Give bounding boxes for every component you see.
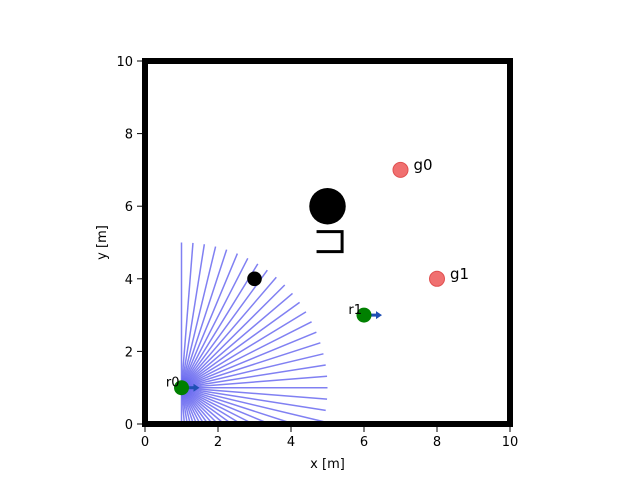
y-tick-label: 0	[125, 418, 133, 433]
x-tick-label: 0	[141, 435, 149, 450]
lidar-beam	[180, 242, 194, 388]
lidar-beam	[181, 292, 294, 389]
goal-layer: g0 g1	[392, 156, 469, 287]
x-tick-label: 6	[360, 435, 368, 450]
goal-label-g0: g0	[414, 156, 433, 174]
heading-arrow-head-r1	[376, 311, 382, 320]
lidar-beam	[181, 375, 328, 389]
lidar-beam	[181, 321, 312, 389]
lidar-beam	[181, 386, 326, 412]
lidar-beam	[181, 387, 270, 425]
goal-label-g1: g1	[450, 265, 469, 283]
goal-marker-g1	[429, 270, 445, 287]
lidar-beam	[180, 246, 217, 388]
lidar-beam	[181, 331, 317, 389]
lidar-beam	[181, 387, 242, 425]
robot-label-r1: r1	[348, 303, 362, 318]
lidar-beam	[180, 244, 206, 388]
y-tick-label: 10	[116, 55, 133, 70]
arena-boundary	[142, 58, 513, 427]
lidar-beam	[180, 257, 249, 389]
lidar-beam	[181, 311, 307, 389]
robot-marker-r1	[356, 307, 372, 323]
y-tick-label: 6	[125, 200, 133, 215]
x-tick-label: 2	[214, 435, 222, 450]
lidar-beam	[181, 301, 301, 389]
x-tick-label: 10	[502, 435, 519, 450]
circle-obstacle	[309, 187, 346, 225]
heading-arrow-head-r0	[193, 383, 200, 392]
lidar-beam	[181, 386, 328, 400]
lidar-beam	[180, 253, 239, 388]
x-axis-label: x [m]	[310, 457, 345, 472]
y-tick-label: 4	[125, 273, 133, 288]
lidar-beam	[181, 387, 233, 425]
goal-marker-g0	[392, 161, 409, 178]
y-axis-label: y [m]	[95, 225, 110, 260]
lidar-beam	[181, 342, 321, 389]
robot-label-r0: r0	[166, 376, 180, 391]
lidar-layer	[180, 242, 328, 425]
robot-layer: r0 r1	[166, 303, 382, 396]
lidar-beam	[181, 386, 324, 423]
obstacle-layer	[247, 187, 346, 287]
x-tick-label: 4	[287, 435, 295, 450]
robot-marker-r0	[174, 380, 189, 396]
lidar-beam	[180, 269, 268, 389]
y-tick-label: 2	[125, 345, 133, 360]
circle-obstacle	[247, 271, 262, 287]
lidar-beam	[181, 386, 295, 425]
lidar-beam	[180, 284, 286, 389]
lidar-beam	[180, 276, 277, 389]
lidar-beam	[180, 263, 259, 389]
lidar-beam	[180, 249, 228, 388]
lidar-beam	[181, 387, 254, 425]
lidar-beam	[181, 364, 326, 389]
y-tick-label: 8	[125, 128, 133, 143]
lidar-beam	[181, 353, 324, 389]
axes-layer: 0 2 4 6 8 10 0 2 4 6 8 10	[116, 55, 518, 450]
x-tick-label: 8	[433, 435, 441, 450]
bracket-obstacle	[316, 230, 344, 254]
